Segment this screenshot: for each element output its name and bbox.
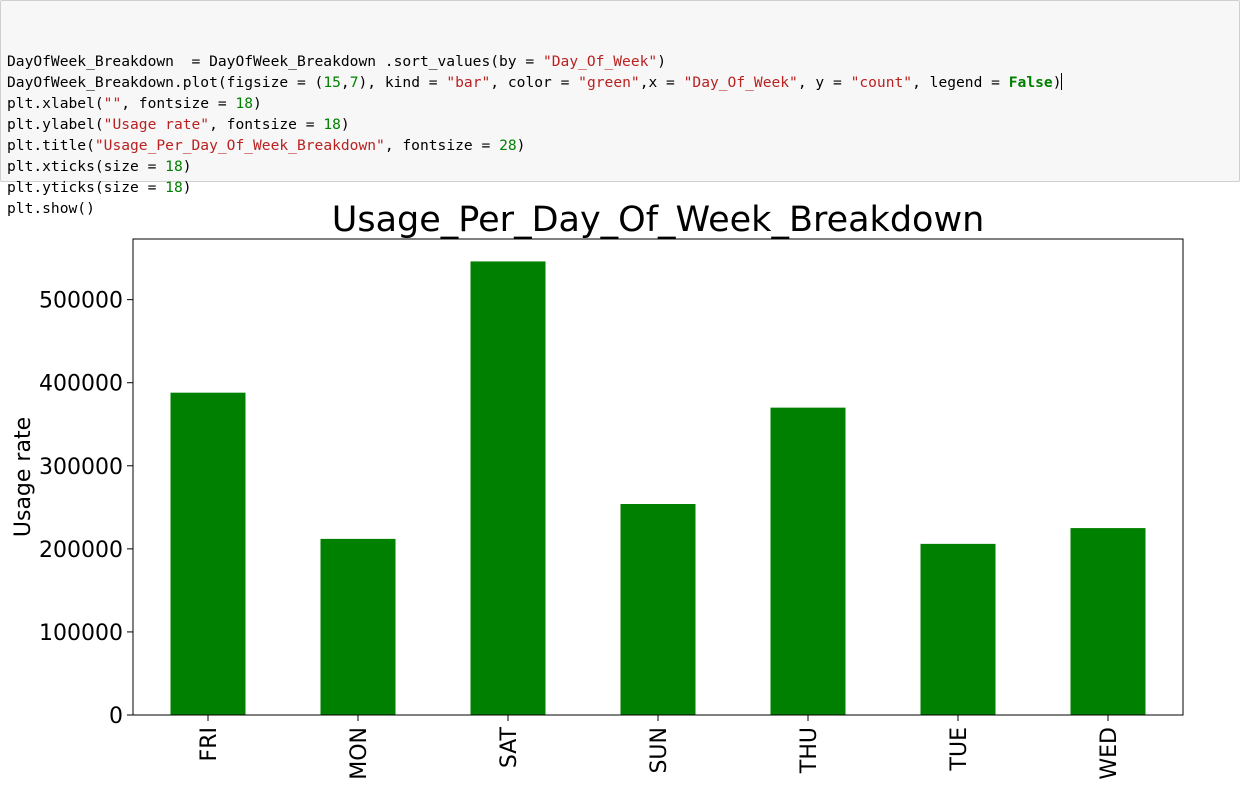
code-token: ) (253, 95, 262, 112)
code-token: ) (182, 158, 192, 175)
code-token: 18 (235, 95, 254, 112)
y-tick-label: 0 (109, 704, 123, 729)
bar-wed (1070, 528, 1146, 715)
code-token: ), kind = (358, 74, 447, 91)
code-line: DayOfWeek_Breakdown.plot(figsize = (15,7… (7, 72, 1233, 93)
code-token: "Day_Of_Week" (542, 53, 658, 70)
code-token: "Day_Of_Week" (683, 74, 798, 91)
code-line: plt.xlabel("", fontsize = 18) (7, 93, 1233, 114)
chart-output: Usage_Per_Day_Of_Week_Breakdown 0 100000 2… (0, 186, 1243, 782)
x-tick-label: MON (347, 727, 372, 780)
code-token: , fontsize = (121, 95, 236, 112)
bars-layer (170, 261, 1146, 715)
code-token: , legend = (912, 74, 1009, 91)
x-tick-label: WED (1097, 727, 1122, 780)
x-tick-label: TUE (947, 727, 972, 771)
y-tick-label: 200000 (39, 538, 123, 563)
bar-thu (770, 407, 846, 715)
x-tick-label: FRI (197, 727, 222, 761)
plot-frame (132, 238, 1184, 716)
code-line: DayOfWeek_Breakdown = DayOfWeek_Breakdow… (7, 51, 1233, 72)
x-axis: FRI MON SAT SUN THU TUE WED (197, 715, 1122, 780)
code-token: 15 (323, 74, 341, 91)
x-tick-label: SUN (647, 727, 672, 774)
code-token: plt.yticks(size = (7, 179, 166, 196)
code-token: , color = (490, 74, 579, 91)
code-token: 18 (165, 179, 183, 196)
code-token: DayOfWeek_Breakdown = DayOfWeek_Breakdow… (7, 53, 543, 70)
code-token: , (340, 74, 350, 91)
code-token: ) (516, 137, 526, 154)
code-token: "Usage rate" (103, 116, 210, 133)
code-token: ) (340, 116, 350, 133)
bar-fri (170, 392, 246, 715)
code-token: , fontsize = (209, 116, 324, 133)
code-token: 7 (349, 74, 359, 91)
bar-sat (470, 261, 546, 715)
code-token: ) (657, 53, 666, 70)
code-token: plt.ylabel( (7, 116, 104, 133)
y-tick-label: 500000 (39, 289, 123, 314)
code-token: False (1008, 74, 1053, 91)
code-token: plt.title( (7, 137, 95, 154)
code-token: plt.xticks(size = (7, 158, 166, 175)
y-axis: 0 100000 200000 300000 400000 500000 (39, 289, 133, 729)
code-line: plt.title("Usage_Per_Day_Of_Week_Breakdo… (7, 135, 1233, 156)
code-line: plt.xticks(size = 18) (7, 156, 1233, 177)
code-cell[interactable]: DayOfWeek_Breakdown = DayOfWeek_Breakdow… (0, 0, 1240, 217)
code-token: ) (1052, 74, 1062, 91)
code-token: "Usage_Per_Day_Of_Week_Breakdown" (94, 137, 385, 154)
code-token: , fontsize = (384, 137, 500, 154)
code-line: plt.yticks(size = 18) (7, 177, 1233, 198)
y-tick-label: 400000 (39, 372, 123, 397)
text-cursor (1061, 73, 1063, 90)
code-token: plt.xlabel( (7, 95, 104, 112)
x-tick-label: THU (797, 727, 822, 774)
code-token: ) (182, 179, 192, 196)
bar-sun (620, 503, 696, 715)
x-tick-label: SAT (497, 726, 522, 768)
code-token: 18 (323, 116, 341, 133)
code-token: 28 (499, 137, 517, 154)
bar-chart: Usage_Per_Day_Of_Week_Breakdown 0 100000 2… (11, 200, 1184, 780)
code-token: ,x = (639, 74, 684, 91)
code-token: "count" (850, 74, 913, 91)
chart-title: Usage_Per_Day_Of_Week_Breakdown (332, 200, 985, 240)
code-token: 18 (165, 158, 183, 175)
code-token: plt.show() (7, 200, 95, 217)
code-token: , y = (797, 74, 851, 91)
code-token: "bar" (446, 74, 491, 91)
code-token: "" (103, 95, 122, 112)
y-tick-label: 100000 (39, 621, 123, 646)
code-token: DayOfWeek_Breakdown.plot(figsize = ( (7, 74, 324, 91)
bar-mon (320, 538, 396, 715)
code-line: plt.ylabel("Usage rate", fontsize = 18) (7, 114, 1233, 135)
y-tick-label: 300000 (39, 455, 123, 480)
code-line: plt.show() (7, 198, 1233, 219)
bar-tue (920, 543, 996, 715)
code-editor[interactable]: DayOfWeek_Breakdown = DayOfWeek_Breakdow… (7, 51, 1233, 219)
code-token: "green" (578, 74, 640, 91)
y-axis-label: Usage rate (11, 417, 36, 537)
